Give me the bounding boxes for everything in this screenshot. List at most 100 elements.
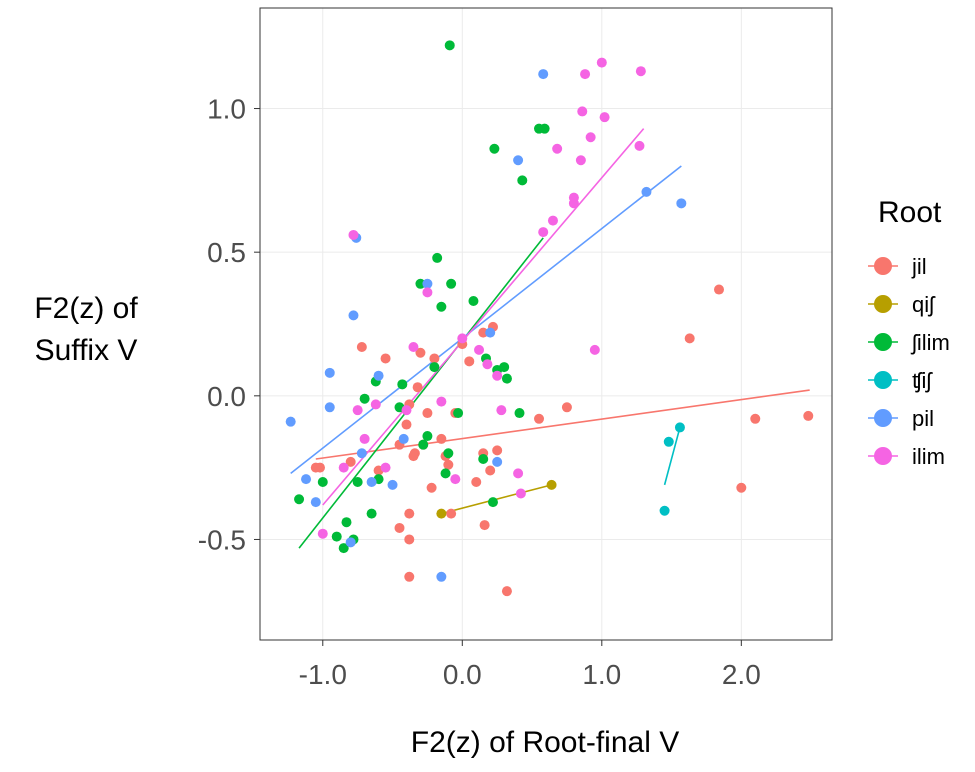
fit-line [663, 427, 681, 486]
data-point [443, 459, 454, 470]
legend-entry-label: ilim [912, 444, 945, 469]
legend-key-dot [874, 333, 892, 351]
x-tick-label: 2.0 [722, 659, 761, 690]
data-point [513, 155, 524, 166]
legend: Root jil qiʃ ʃilim ʧiʃ pil ilim [868, 196, 950, 469]
data-point [641, 186, 652, 197]
y-tick-label: -0.5 [198, 524, 246, 555]
data-point [398, 433, 409, 444]
data-point [499, 362, 510, 373]
legend-key-dot [874, 409, 892, 427]
data-point [348, 310, 359, 321]
data-point [568, 192, 579, 203]
data-point [415, 278, 426, 289]
fit-line [298, 237, 544, 549]
fit-line [315, 389, 810, 460]
data-point [478, 327, 489, 338]
data-point [404, 534, 415, 545]
data-point [599, 112, 610, 123]
fit-lines [290, 128, 810, 549]
data-point [401, 419, 412, 430]
y-tick-label: 0.5 [207, 237, 246, 268]
data-point [285, 416, 296, 427]
data-point [422, 287, 433, 298]
data-point [317, 477, 328, 487]
data-point [443, 448, 454, 459]
data-point [436, 508, 447, 519]
plot-panel [259, 7, 833, 641]
data-point [684, 333, 695, 344]
data-point [348, 229, 359, 240]
data-point [514, 408, 525, 419]
data-point [446, 278, 457, 289]
y-tick-label: 1.0 [207, 94, 246, 125]
data-point [324, 402, 335, 413]
y-axis-label-line: F2(z) of [34, 292, 138, 325]
x-tick-label: 0.0 [443, 659, 482, 690]
data-point [356, 341, 367, 352]
data-point [547, 215, 558, 226]
data-point [552, 143, 563, 154]
data-point [457, 333, 468, 344]
data-point [561, 402, 572, 413]
data-point [444, 40, 455, 51]
legend-entry-label: jil [911, 254, 927, 279]
data-point [429, 353, 440, 364]
data-point [436, 571, 447, 582]
data-point [408, 341, 419, 352]
data-point [482, 359, 493, 370]
fit-line [322, 128, 645, 506]
data-point [310, 462, 321, 473]
data-point [634, 140, 645, 151]
data-point [496, 405, 507, 416]
legend-key-dot [874, 295, 892, 313]
data-point [577, 106, 588, 117]
y-tick-label: 0.0 [207, 381, 246, 412]
data-point [464, 356, 475, 367]
data-point [436, 301, 447, 312]
data-point [359, 393, 370, 404]
data-point [294, 494, 305, 505]
data-point [635, 66, 646, 77]
data-point [501, 586, 512, 597]
data-point [492, 370, 503, 381]
fit-line [290, 165, 682, 475]
data-point [436, 396, 447, 407]
legend-key-dot [874, 257, 892, 275]
data-point [450, 474, 461, 485]
data-point [345, 456, 356, 467]
data-point [440, 468, 451, 479]
data-point [436, 433, 447, 444]
data-point [538, 227, 549, 238]
data-point [366, 508, 377, 519]
data-point [352, 477, 363, 487]
data-point [412, 382, 423, 393]
data-point [517, 175, 528, 186]
data-point [356, 448, 367, 459]
data-point [394, 522, 405, 533]
x-tick-label: 1.0 [582, 659, 621, 690]
data-point [585, 132, 596, 143]
data-point [487, 497, 498, 508]
legend-key-dot [874, 371, 892, 389]
data-point [713, 284, 724, 295]
data-point [317, 528, 328, 539]
data-point [397, 379, 408, 390]
data-point [575, 155, 586, 166]
data-points [285, 40, 814, 597]
data-point [803, 410, 814, 421]
data-point [373, 370, 384, 381]
legend-entry-label: pil [912, 406, 934, 431]
data-point [324, 367, 335, 378]
data-point [370, 399, 381, 410]
data-point [352, 405, 363, 416]
data-point [474, 344, 485, 355]
data-point [380, 353, 391, 364]
data-point [301, 474, 312, 485]
data-point [422, 431, 433, 442]
data-point [663, 436, 674, 447]
data-point [471, 477, 482, 487]
data-point [674, 422, 685, 433]
data-point [422, 408, 433, 419]
data-point [401, 405, 412, 416]
